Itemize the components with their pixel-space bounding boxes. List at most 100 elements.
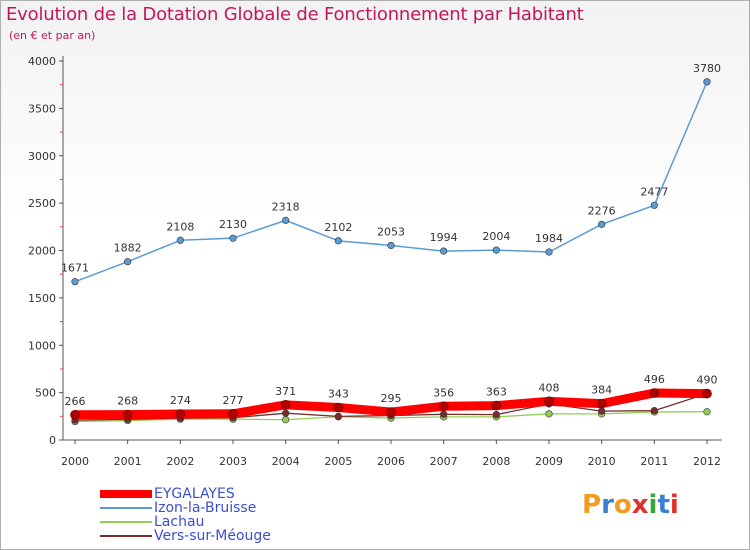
data-point bbox=[598, 220, 606, 228]
axes: 0 500 1000 1500 2000 2500 3000 3500 4000 2000 2001… bbox=[28, 55, 722, 468]
legend-item: Lachau bbox=[100, 514, 340, 530]
data-label: 384 bbox=[591, 384, 612, 397]
data-label: 490 bbox=[697, 374, 718, 387]
data-label: 2477 bbox=[640, 185, 668, 198]
logo-letter: t bbox=[657, 490, 670, 520]
data-label: 295 bbox=[381, 392, 402, 405]
data-point bbox=[492, 411, 500, 419]
data-point bbox=[702, 388, 712, 399]
data-point bbox=[70, 409, 80, 420]
chart-subtitle: (en € et par an) bbox=[9, 29, 96, 42]
y-tick-label: 4000 bbox=[28, 55, 56, 68]
data-label: 2102 bbox=[324, 221, 352, 234]
data-label: 1984 bbox=[535, 232, 563, 245]
legend-label: EYGALAYES bbox=[154, 486, 235, 502]
data-point bbox=[71, 278, 79, 286]
legend-item: Vers-sur-Méouge bbox=[100, 528, 340, 544]
x-tick-label: 2002 bbox=[166, 455, 194, 468]
data-point bbox=[333, 402, 344, 413]
y-tick-label: 0 bbox=[49, 434, 56, 447]
x-tick-label: 2012 bbox=[693, 455, 721, 468]
data-point bbox=[386, 407, 396, 417]
x-tick-label: 2011 bbox=[640, 455, 668, 468]
y-tick-label: 3500 bbox=[28, 102, 56, 115]
legend-swatch bbox=[100, 490, 152, 498]
legend-label: Vers-sur-Méouge bbox=[154, 528, 271, 544]
x-tick-label: 2006 bbox=[377, 455, 405, 468]
data-point bbox=[703, 78, 711, 86]
data-point bbox=[334, 237, 342, 245]
data-label: 2108 bbox=[166, 220, 194, 233]
x-tick-label: 2004 bbox=[272, 455, 300, 468]
logo-letter: i bbox=[669, 490, 679, 520]
data-point bbox=[438, 401, 449, 412]
logo-letter: i bbox=[648, 490, 658, 520]
data-point bbox=[544, 396, 554, 407]
legend-label: Lachau bbox=[154, 514, 205, 530]
legend-swatch bbox=[100, 507, 152, 509]
data-point bbox=[228, 408, 238, 419]
data-point bbox=[122, 409, 133, 420]
logo-letter: x bbox=[631, 490, 649, 520]
data-label: 496 bbox=[644, 373, 665, 386]
data-label: 363 bbox=[486, 386, 507, 399]
data-point bbox=[440, 410, 448, 418]
legend-swatch bbox=[100, 521, 152, 523]
data-point bbox=[649, 388, 660, 398]
data-point bbox=[280, 400, 291, 410]
data-label: 3780 bbox=[693, 62, 721, 75]
data-point bbox=[282, 409, 290, 417]
x-tick-label: 2009 bbox=[535, 455, 563, 468]
data-point bbox=[598, 407, 606, 415]
series-layer bbox=[70, 78, 712, 426]
data-point bbox=[387, 241, 395, 250]
data-label: 343 bbox=[328, 388, 349, 401]
data-label: 2276 bbox=[588, 204, 616, 217]
data-point bbox=[596, 398, 607, 409]
y-tick-label: 1500 bbox=[28, 292, 56, 305]
y-tick-label: 1000 bbox=[28, 339, 56, 352]
data-point bbox=[176, 236, 184, 244]
x-tick-label: 2005 bbox=[324, 455, 352, 468]
data-point bbox=[440, 247, 448, 255]
data-label: 2053 bbox=[377, 225, 405, 238]
data-label: 2004 bbox=[482, 230, 510, 243]
data-label: 2130 bbox=[219, 218, 247, 231]
logo-letter: P bbox=[582, 490, 602, 520]
data-label: 277 bbox=[223, 394, 244, 407]
logo-letter: r bbox=[601, 490, 614, 520]
y-tick-label: 500 bbox=[35, 387, 56, 400]
data-label: 268 bbox=[117, 395, 138, 408]
legend-label: Izon-la-Bruisse bbox=[154, 500, 257, 516]
data-label: 266 bbox=[65, 395, 86, 408]
data-point bbox=[650, 407, 658, 415]
legend-item: Izon-la-Bruisse bbox=[100, 500, 340, 516]
data-label: 1882 bbox=[114, 242, 142, 255]
legend-item: EYGALAYES bbox=[100, 486, 340, 502]
x-tick-label: 2001 bbox=[114, 455, 142, 468]
data-label: 1994 bbox=[430, 231, 458, 244]
data-point bbox=[545, 410, 553, 418]
y-tick-label: 3000 bbox=[28, 150, 56, 163]
x-tick-label: 2003 bbox=[219, 455, 247, 468]
data-label: 371 bbox=[275, 385, 296, 398]
data-point bbox=[650, 201, 658, 209]
logo-letter: o bbox=[613, 490, 632, 520]
y-tick-label: 2000 bbox=[28, 245, 56, 258]
legend-swatch bbox=[100, 535, 152, 537]
data-point bbox=[545, 248, 553, 256]
x-tick-label: 2008 bbox=[482, 455, 510, 468]
x-tick-label: 2000 bbox=[61, 455, 89, 468]
data-point bbox=[282, 216, 290, 224]
data-point bbox=[282, 416, 290, 424]
data-label: 274 bbox=[170, 394, 191, 407]
data-label: 1671 bbox=[61, 262, 89, 275]
x-tick-label: 2010 bbox=[588, 455, 616, 468]
proxiti-logo: Proxiti bbox=[582, 490, 679, 520]
data-label: 2318 bbox=[272, 200, 300, 213]
data-point bbox=[703, 408, 711, 416]
data-label: 408 bbox=[539, 381, 560, 394]
data-point bbox=[334, 412, 342, 421]
data-point bbox=[124, 258, 132, 266]
